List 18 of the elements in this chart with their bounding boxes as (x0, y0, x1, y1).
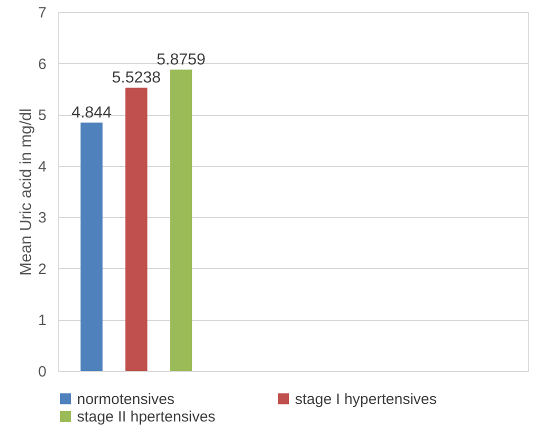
y-tick-label: 5 (38, 107, 46, 124)
y-tick-label: 0 (38, 364, 46, 380)
y-tick-label: 1 (38, 312, 46, 330)
y-tick-label: 4 (38, 158, 46, 176)
data-label: 4.844 (72, 104, 112, 122)
y-tick-label: 3 (38, 210, 46, 227)
legend-label: stage I hypertensives (295, 390, 437, 408)
data-label: 5.8759 (156, 52, 206, 69)
data-label: 5.5238 (112, 70, 161, 87)
y-tick-label: 6 (38, 56, 46, 73)
bar (80, 122, 103, 371)
y-tick-label: 7 (38, 4, 46, 22)
legend-label: normotensives (77, 390, 175, 408)
legend-label: stage II hpertensives (77, 408, 216, 426)
bar (170, 70, 192, 371)
y-tick-label: 2 (38, 260, 46, 278)
y-axis-title: Mean Uric acid in mg/dl (18, 108, 36, 276)
bar (125, 88, 148, 371)
